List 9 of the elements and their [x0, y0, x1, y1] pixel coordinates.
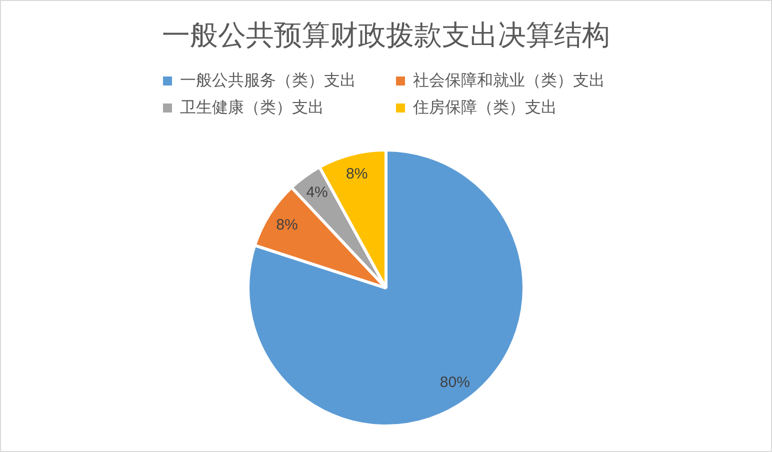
legend-label: 一般公共服务（类）支出 — [180, 71, 356, 90]
data-label: 80% — [440, 374, 470, 392]
chart-title: 一般公共预算财政拨款支出决算结构 — [162, 20, 610, 51]
legend-label: 卫生健康（类）支出 — [180, 98, 324, 116]
data-label: 4% — [306, 184, 328, 202]
data-label: 8% — [346, 166, 368, 183]
legend-label: 住房保障（类）支出 — [412, 98, 557, 116]
data-label: 8% — [276, 216, 298, 234]
legend-label: 社会保障和就业（类）支出 — [413, 71, 605, 90]
